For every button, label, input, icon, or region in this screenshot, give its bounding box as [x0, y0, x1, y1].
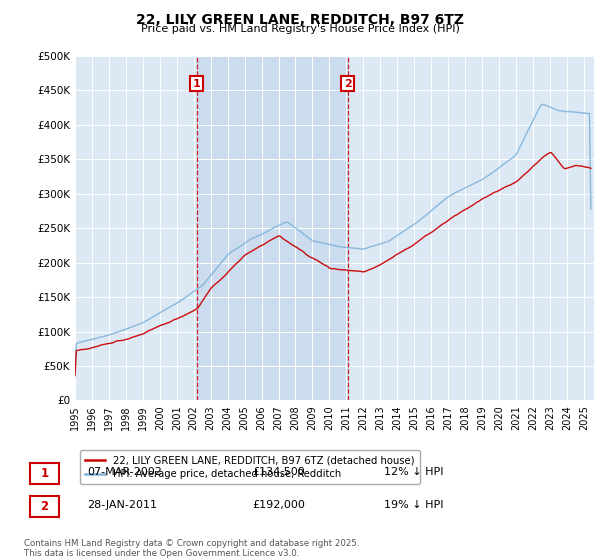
Bar: [197, 56, 348, 400]
Text: 1: 1: [40, 467, 49, 480]
Text: 07-MAR-2002: 07-MAR-2002: [87, 467, 162, 477]
Text: 2: 2: [40, 500, 49, 514]
Text: 12% ↓ HPI: 12% ↓ HPI: [384, 467, 443, 477]
Text: 19% ↓ HPI: 19% ↓ HPI: [384, 500, 443, 510]
Legend: 22, LILY GREEN LANE, REDDITCH, B97 6TZ (detached house), HPI: Average price, det: 22, LILY GREEN LANE, REDDITCH, B97 6TZ (…: [80, 450, 419, 484]
Text: 2: 2: [344, 78, 352, 88]
Text: 22, LILY GREEN LANE, REDDITCH, B97 6TZ: 22, LILY GREEN LANE, REDDITCH, B97 6TZ: [136, 13, 464, 27]
Text: 1: 1: [193, 78, 200, 88]
Text: Contains HM Land Registry data © Crown copyright and database right 2025.
This d: Contains HM Land Registry data © Crown c…: [24, 539, 359, 558]
Text: 28-JAN-2011: 28-JAN-2011: [87, 500, 157, 510]
Text: Price paid vs. HM Land Registry's House Price Index (HPI): Price paid vs. HM Land Registry's House …: [140, 24, 460, 34]
Text: £134,500: £134,500: [252, 467, 305, 477]
Text: £192,000: £192,000: [252, 500, 305, 510]
